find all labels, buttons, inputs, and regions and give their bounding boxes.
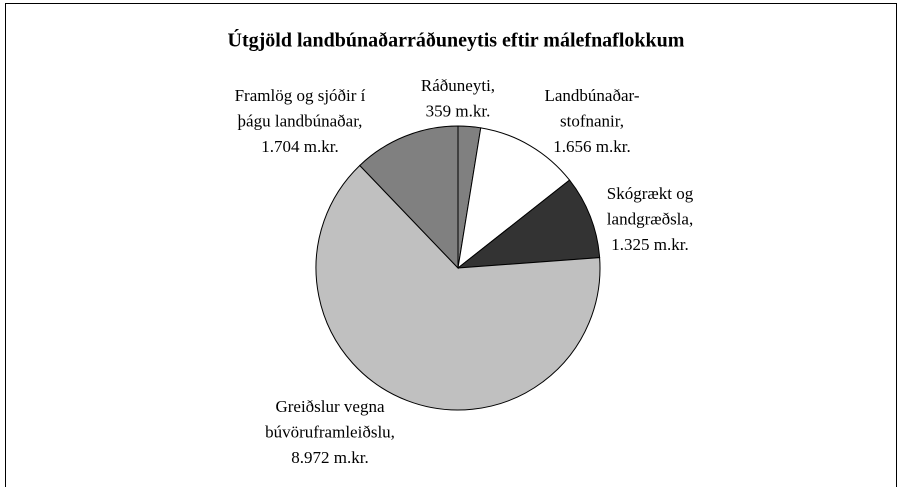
slice-value-label: 8.972 m.kr. (291, 448, 368, 467)
slice-label: Ráðuneyti, (421, 76, 495, 95)
slice-label: búvöruframleiðslu, (265, 422, 395, 441)
slice-value-label: 1.325 m.kr. (611, 235, 688, 254)
slice-label: Skógrækt og (607, 184, 694, 203)
pie-slice (359, 125, 459, 270)
slice-value-label: 1.656 m.kr. (553, 137, 630, 156)
slice-label: stofnanir, (560, 111, 624, 130)
chart-title: Útgjöld landbúnaðarráðuneytis eftir mále… (228, 28, 685, 52)
pie-slice (315, 164, 601, 411)
slice-label: þágu landbúnaðar, (238, 111, 363, 130)
slice-label: Landbúnaðar- (544, 86, 639, 105)
pie-slice (456, 179, 601, 269)
slice-label: landgræðsla, (607, 209, 693, 228)
slice-label: Framlög og sjóðir í (235, 86, 366, 105)
pie-slice (457, 127, 571, 270)
slice-value-label: 359 m.kr. (426, 101, 491, 120)
slice-value-label: 1.704 m.kr. (261, 137, 338, 156)
slice-label: Greiðslur vegna (275, 397, 385, 416)
